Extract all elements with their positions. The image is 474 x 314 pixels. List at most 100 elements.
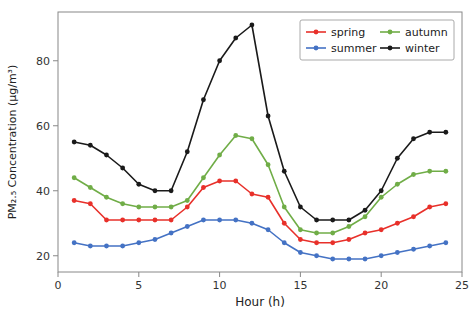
series-marker [88,143,93,148]
series-marker [136,240,141,245]
x-tick-label: 20 [374,279,388,292]
series-marker [411,172,416,177]
series-marker [427,169,432,174]
series-marker [153,188,158,193]
series-marker [427,244,432,249]
series-marker [395,156,400,161]
series-marker [136,218,141,223]
series-marker [233,179,238,184]
series-marker [363,231,368,236]
y-tick-label: 80 [36,55,50,68]
series-marker [266,162,271,167]
series-marker [330,231,335,236]
x-tick [219,272,220,277]
series-marker [363,257,368,262]
series-marker [282,205,287,210]
series-marker [266,195,271,200]
x-tick [138,272,139,277]
series-marker [346,224,351,229]
series-marker [379,195,384,200]
series-marker [266,114,271,119]
series-marker [72,240,77,245]
series-marker [298,227,303,232]
legend-label: summer [331,42,377,55]
y-tick [53,190,58,191]
series-marker [120,218,125,223]
series-marker [411,136,416,141]
series-marker [379,188,384,193]
series-marker [330,240,335,245]
series-marker [201,175,206,180]
legend-label: spring [331,26,365,39]
series-marker [395,250,400,255]
series-marker [314,240,319,245]
series-marker [395,182,400,187]
series-marker [104,153,109,158]
y-axis-label: PM₂.₅ Concentration (μg/m³) [6,65,19,220]
series-marker [298,250,303,255]
x-tick [381,272,382,277]
x-tick-label: 0 [55,279,62,292]
series-marker [185,149,190,154]
series-marker [104,244,109,249]
series-marker [250,192,255,197]
y-tick-label: 60 [36,120,50,133]
series-marker [169,188,174,193]
series-marker [411,247,416,252]
chart-svg: 051015202520406080Hour (h)PM₂.₅ Concentr… [0,0,474,314]
series-marker [217,153,222,158]
series-marker [314,218,319,223]
series-marker [120,201,125,206]
y-tick [53,60,58,61]
series-marker [250,221,255,226]
x-tick-label: 25 [455,279,469,292]
y-tick [53,125,58,126]
x-tick [462,272,463,277]
series-marker [250,136,255,141]
series-marker [88,201,93,206]
series-marker [153,218,158,223]
legend-frame [300,20,454,60]
series-marker [104,218,109,223]
legend-marker [314,46,319,51]
series-marker [217,58,222,63]
series-marker [153,205,158,210]
series-marker [136,205,141,210]
series-marker [104,195,109,200]
series-marker [330,257,335,262]
x-tick-label: 5 [135,279,142,292]
legend-marker [314,30,319,35]
series-marker [346,237,351,242]
series-marker [185,205,190,210]
y-tick [53,255,58,256]
series-marker [233,133,238,138]
series-marker [217,179,222,184]
series-marker [169,231,174,236]
series-marker [201,218,206,223]
series-marker [427,205,432,210]
series-marker [363,214,368,219]
series-marker [379,253,384,258]
plot-frame [58,12,462,272]
series-marker [185,198,190,203]
y-tick-label: 40 [36,185,50,198]
series-marker [250,23,255,28]
series-line [74,220,446,259]
x-tick-label: 10 [213,279,227,292]
series-marker [217,218,222,223]
series-marker [363,208,368,213]
series-marker [346,218,351,223]
series-marker [201,97,206,102]
series-marker [72,198,77,203]
series-marker [443,169,448,174]
series-marker [298,237,303,242]
series-line [74,136,446,234]
y-tick-label: 20 [36,250,50,263]
x-tick [58,272,59,277]
series-marker [120,244,125,249]
series-marker [185,224,190,229]
series-marker [346,257,351,262]
chart-container: 051015202520406080Hour (h)PM₂.₅ Concentr… [0,0,474,314]
series-marker [233,218,238,223]
series-marker [88,185,93,190]
